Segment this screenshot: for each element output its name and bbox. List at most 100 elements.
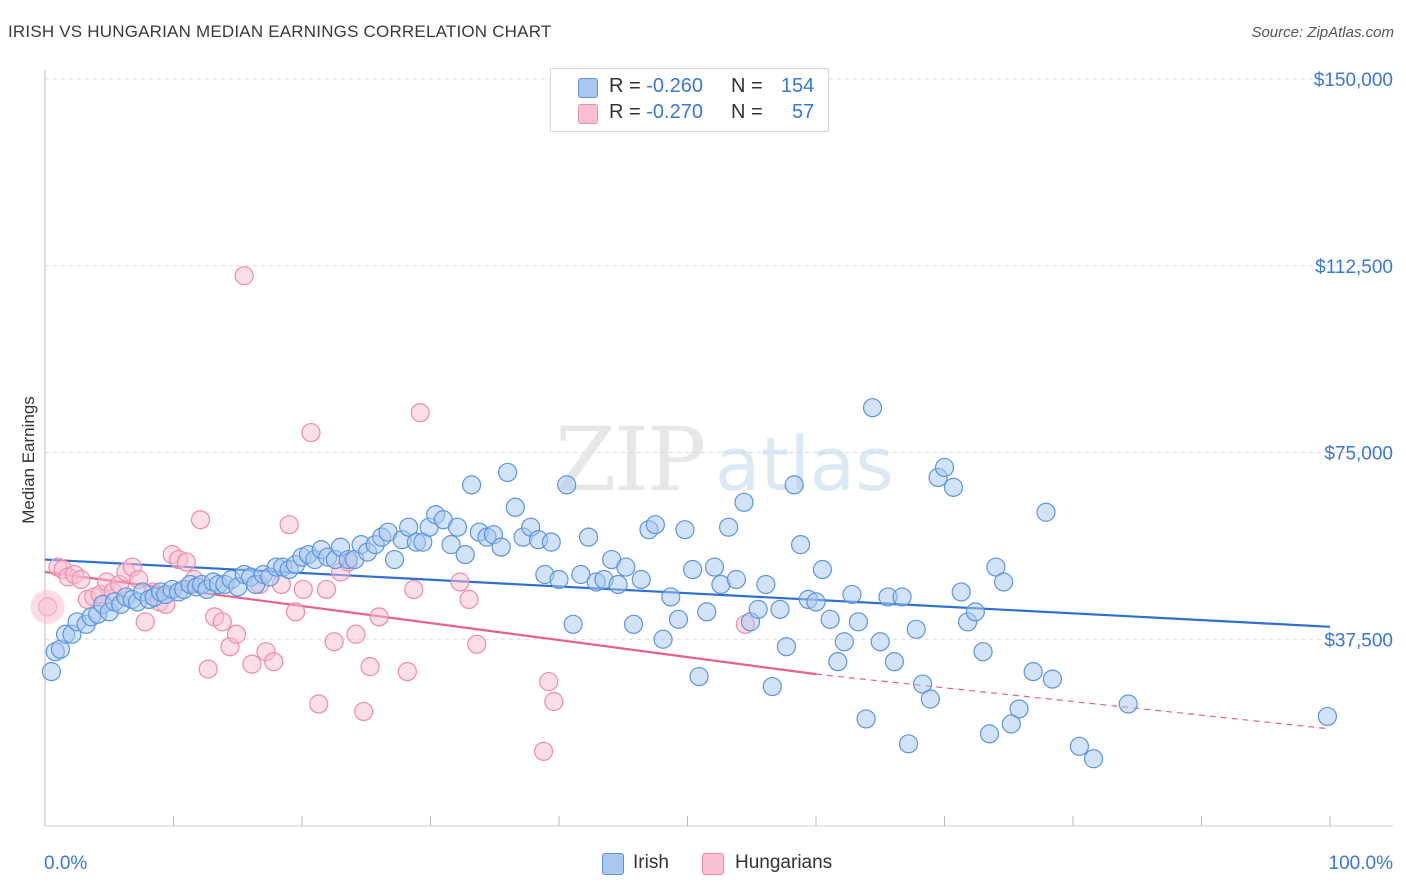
irish-point [842, 584, 862, 605]
irish-point [870, 632, 890, 652]
irish-point [384, 549, 405, 570]
irish-point [920, 689, 940, 709]
irish-point [447, 517, 468, 537]
irish-point [906, 619, 926, 639]
irish-point [776, 637, 797, 657]
legend-r-label: R = [609, 75, 641, 97]
chart-title: IRISH VS HUNGARIAN MEDIAN EARNINGS CORRE… [8, 22, 552, 41]
hungarian-point [410, 403, 430, 423]
legend-r-label: R = [609, 101, 641, 123]
hungarian-point [459, 589, 479, 610]
irish-point [834, 632, 854, 652]
irish-point [399, 517, 419, 537]
irish-point [806, 592, 826, 612]
irish-point [41, 662, 62, 682]
hungarian-point [226, 624, 247, 644]
hungarian-point [346, 624, 366, 644]
irish-point [812, 559, 833, 580]
irish-point [1036, 502, 1056, 522]
x-axis-ticks [44, 816, 1331, 826]
irish-point [1083, 749, 1104, 769]
hungarian-point [404, 579, 424, 600]
hungarian-points [30, 266, 755, 761]
hungarian-point [533, 741, 554, 761]
irish-point [1009, 699, 1029, 719]
irish-point [986, 557, 1006, 577]
irish-point [491, 537, 511, 557]
hungarian-point [301, 422, 321, 443]
irish-point [505, 497, 525, 517]
irish-point [541, 532, 561, 552]
y-tick-label: $37,500 [1324, 630, 1393, 651]
irish-point [748, 599, 768, 619]
irish-point [571, 564, 591, 585]
irish-point [856, 709, 876, 729]
irish-point [455, 544, 475, 565]
hungarian-point [293, 579, 313, 600]
bottom-legend-swatch-hungarians [702, 853, 724, 875]
hungarian-point [397, 662, 417, 682]
irish-point [734, 492, 754, 512]
hungarian-point [285, 602, 306, 622]
hungarian-point [234, 266, 254, 286]
hungarian-point [324, 632, 344, 652]
hungarian-point [544, 691, 564, 712]
irish-point [719, 517, 739, 537]
irish-point [498, 462, 518, 483]
irish-point [756, 574, 776, 595]
irish-point [913, 674, 933, 694]
hungarian-point [316, 579, 337, 600]
irish-point [784, 475, 804, 495]
hungarian-point [309, 694, 329, 714]
hungarian-point [450, 572, 470, 592]
source-label: Source: ZipAtlas.com [1251, 24, 1394, 41]
irish-point [578, 527, 599, 547]
legend-n-label: N = [731, 101, 763, 123]
irish-point [951, 582, 971, 602]
hungarian-point [212, 612, 232, 632]
irish-point [549, 569, 569, 590]
legend-r-irish: R = -0.260 [609, 75, 703, 98]
irish-point [616, 557, 636, 577]
irish-point [790, 535, 811, 555]
irish-point [884, 652, 904, 672]
legend-r-hungarians: R = -0.270 [609, 101, 703, 124]
irish-point [965, 602, 985, 622]
irish-point [557, 475, 577, 495]
irish-point [675, 520, 695, 540]
irish-point [1001, 714, 1021, 734]
irish-point [820, 609, 840, 629]
irish-point [892, 587, 912, 607]
hungarian-point-large [30, 589, 65, 624]
irish-point [1023, 662, 1043, 682]
y-axis-tick-labels: $37,500 $75,000 $112,500 $150,000 [1314, 70, 1393, 651]
legend-n-irish: N = 154 [731, 75, 814, 98]
hungarian-point [360, 657, 380, 677]
legend-n-value: 154 [780, 75, 815, 97]
hungarian-point [71, 569, 91, 590]
hungarian-point [369, 607, 389, 627]
y-tick-label: $112,500 [1315, 257, 1393, 278]
irish-point [898, 734, 919, 754]
irish-point [943, 477, 964, 497]
hungarian-point [467, 634, 487, 654]
x-tick-label-max: 100.0% [1329, 853, 1394, 874]
legend-n-hungarians: N = 57 [731, 101, 814, 124]
irish-point [645, 515, 665, 535]
irish-point [631, 569, 651, 590]
hungarian-trend-extension [815, 673, 1331, 730]
irish-point [653, 629, 673, 649]
irish-points [41, 398, 1338, 769]
irish-point [1042, 669, 1063, 689]
irish-point [689, 666, 709, 687]
irish-point [862, 398, 883, 418]
hungarian-point [135, 612, 155, 632]
irish-point [770, 599, 790, 619]
legend-r-value: -0.270 [646, 101, 703, 123]
hungarian-point [539, 671, 559, 692]
irish-point [661, 587, 681, 607]
irish-point [1317, 706, 1338, 727]
bottom-legend-label-hungarians: Hungarians [735, 852, 833, 873]
irish-point [668, 609, 689, 629]
irish-point [608, 574, 628, 595]
